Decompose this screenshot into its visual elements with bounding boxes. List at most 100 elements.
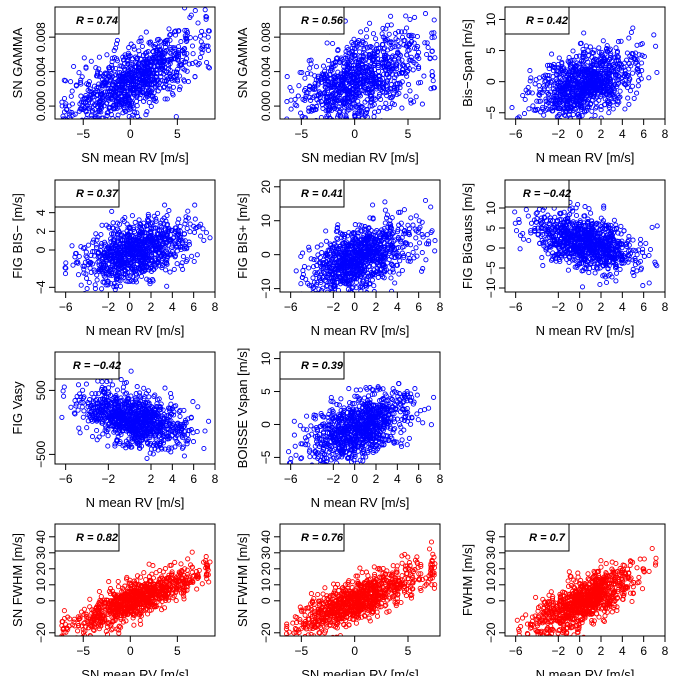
data-point <box>300 291 304 292</box>
data-point <box>323 81 329 87</box>
data-point <box>108 236 114 242</box>
y-tick-label: 0 <box>34 246 48 253</box>
y-tick-label: 0.008 <box>259 22 273 52</box>
data-point <box>142 62 148 69</box>
data-point <box>324 115 330 119</box>
data-point <box>382 64 388 70</box>
data-point <box>376 269 383 276</box>
data-point <box>127 273 133 279</box>
data-point <box>380 262 386 269</box>
data-point <box>377 91 383 97</box>
data-point <box>152 85 158 91</box>
data-point <box>432 238 438 244</box>
data-point <box>126 45 132 51</box>
data-point <box>601 102 607 108</box>
data-point <box>68 79 74 85</box>
data-point <box>114 274 120 280</box>
data-point <box>75 272 82 278</box>
data-point <box>122 267 128 273</box>
data-point <box>364 281 370 287</box>
data-point <box>61 77 67 83</box>
data-point <box>314 97 320 103</box>
data-point <box>70 262 76 268</box>
plot-frame <box>279 6 441 120</box>
data-point <box>296 83 302 89</box>
data-point <box>639 60 645 66</box>
data-point <box>610 92 616 98</box>
data-point <box>148 257 154 263</box>
data-point <box>363 226 369 232</box>
data-point <box>307 65 313 71</box>
data-point <box>635 67 642 74</box>
data-point <box>604 43 610 49</box>
data-point <box>359 126 363 130</box>
data-point <box>542 79 548 85</box>
scatter-points <box>59 7 212 136</box>
data-point <box>123 268 129 274</box>
data-point <box>525 84 531 91</box>
data-point <box>341 108 347 114</box>
data-point <box>411 40 417 46</box>
data-point <box>60 118 63 119</box>
data-point <box>571 57 577 63</box>
data-point <box>71 63 77 70</box>
data-point <box>117 242 123 248</box>
data-point <box>360 68 366 74</box>
data-point <box>418 79 424 86</box>
annotation-box <box>279 179 345 208</box>
data-point <box>346 88 353 94</box>
data-point <box>542 75 548 81</box>
data-point <box>101 265 107 271</box>
data-point <box>601 71 608 77</box>
data-point <box>557 145 561 149</box>
data-point <box>399 79 405 85</box>
data-point <box>298 281 304 287</box>
data-point <box>413 94 419 100</box>
data-point <box>91 249 97 255</box>
data-point <box>69 243 75 249</box>
data-point <box>573 64 579 70</box>
data-point <box>140 72 146 78</box>
data-point <box>70 112 76 118</box>
data-point <box>354 84 361 90</box>
data-point <box>654 69 660 76</box>
data-point <box>370 56 376 62</box>
panel-5: R = 0.41−6 −2 0 2 4 6 8N mean RV [m/s]−1001020… <box>235 179 444 338</box>
data-point <box>376 256 382 262</box>
data-point <box>78 122 82 126</box>
data-point <box>99 286 105 292</box>
data-point <box>145 213 151 219</box>
data-point <box>97 93 104 99</box>
data-point <box>332 62 338 68</box>
data-point <box>606 98 612 104</box>
data-point <box>362 40 368 47</box>
data-point <box>204 59 210 66</box>
data-point <box>322 76 328 82</box>
data-point <box>130 262 136 269</box>
data-point <box>112 72 119 78</box>
data-point <box>351 69 357 75</box>
data-point <box>137 90 143 96</box>
data-point <box>617 60 623 66</box>
data-point <box>586 104 592 110</box>
data-point <box>308 256 314 262</box>
data-point <box>551 61 557 67</box>
data-point <box>404 73 410 79</box>
data-point <box>66 132 70 136</box>
data-point <box>159 49 165 55</box>
data-point <box>343 102 349 108</box>
x-tick-label: 0 <box>576 127 583 141</box>
data-point <box>546 100 552 106</box>
data-point <box>612 54 618 60</box>
data-point <box>632 60 638 66</box>
data-point <box>357 49 363 55</box>
data-point <box>111 48 117 54</box>
data-point <box>634 90 640 96</box>
data-point <box>132 219 138 225</box>
x-tick-label: −6 <box>59 300 73 314</box>
data-point <box>84 275 90 281</box>
data-point <box>162 96 168 102</box>
data-point <box>416 65 422 71</box>
data-point <box>368 97 375 103</box>
data-point <box>393 63 399 69</box>
